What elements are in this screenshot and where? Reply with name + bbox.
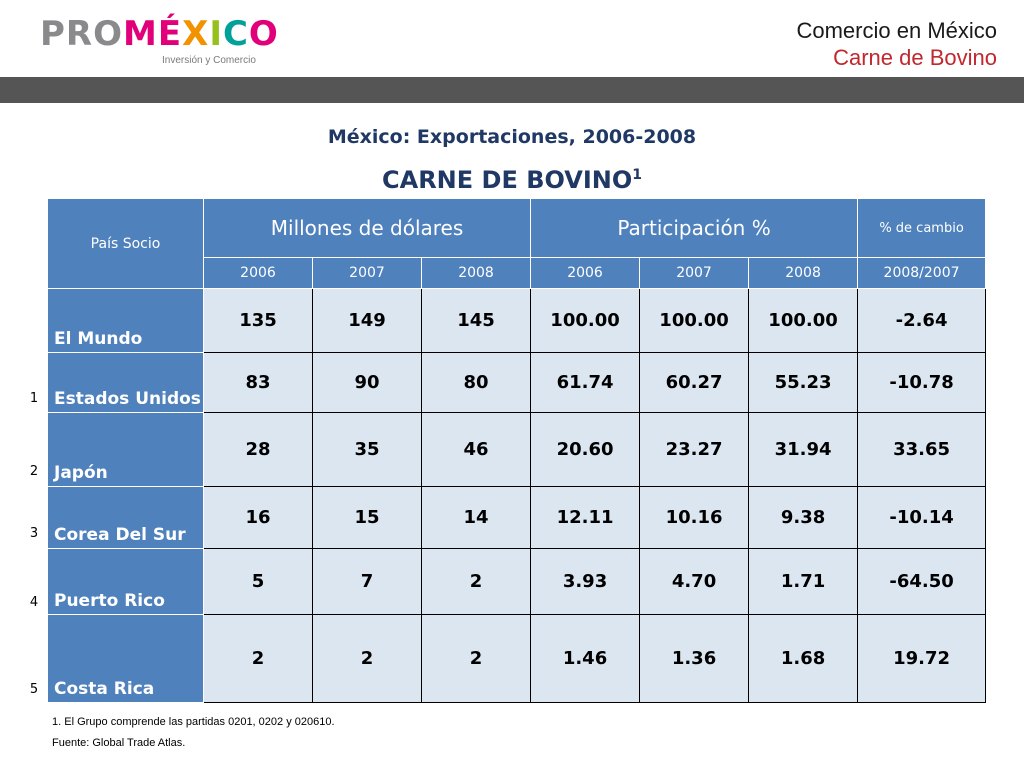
header-band	[0, 77, 1024, 103]
share-cell: 23.27	[639, 412, 750, 487]
header-change-group: % de cambio	[857, 198, 987, 258]
header-share-year: 2006	[530, 257, 641, 289]
usd-cell: 16	[203, 486, 313, 549]
change-cell: -2.64	[857, 288, 987, 353]
exports-table: País Socio Millones de dólares Participa…	[47, 198, 987, 703]
share-cell: 61.74	[530, 352, 641, 413]
usd-cell: 2	[312, 614, 422, 703]
header-change-period: 2008/2007	[857, 257, 987, 289]
document-title-text: CARNE DE BOVINO	[382, 166, 633, 194]
table-row: Estados Unidos 83 90 80 61.74 60.27 55.2…	[47, 352, 987, 413]
country-cell: Puerto Rico	[47, 548, 204, 615]
country-cell: Estados Unidos	[47, 352, 204, 413]
usd-cell: 149	[312, 288, 422, 353]
footnote: 1. El Grupo comprende las partidas 0201,…	[52, 716, 335, 728]
share-cell: 60.27	[639, 352, 750, 413]
usd-cell: 46	[420, 412, 532, 487]
rank-number: 2	[29, 464, 39, 479]
usd-cell: 2	[203, 614, 313, 703]
rank-number: 3	[29, 526, 39, 541]
header-share-year: 2007	[639, 257, 750, 289]
header-share-group: Participación %	[530, 198, 859, 258]
usd-cell: 90	[312, 352, 422, 413]
logo-wordmark: PROMÉXICO	[40, 14, 279, 54]
logo-letter: O	[248, 14, 279, 54]
usd-cell: 28	[203, 412, 313, 487]
country-cell: El Mundo	[47, 288, 204, 353]
usd-cell: 80	[420, 352, 532, 413]
header-usd-year: 2008	[420, 257, 532, 289]
logo-letter: C	[222, 14, 249, 54]
table-row: Corea Del Sur 16 15 14 12.11 10.16 9.38 …	[47, 486, 987, 549]
logo-letter: M	[123, 14, 158, 54]
document-title-footnote-marker: 1	[632, 167, 642, 183]
logo-pro-text: PRO	[40, 14, 124, 54]
change-cell: -10.78	[857, 352, 987, 413]
document-title: CARNE DE BOVINO1	[0, 166, 1024, 194]
usd-cell: 2	[420, 548, 532, 615]
document-subtitle: México: Exportaciones, 2006-2008	[327, 126, 697, 148]
rank-number: 4	[29, 595, 39, 610]
table-row: Costa Rica 2 2 2 1.46 1.36 1.68 19.72	[47, 614, 987, 703]
usd-cell: 14	[420, 486, 532, 549]
logo-letter: É	[157, 14, 183, 54]
header-usd-year: 2006	[203, 257, 313, 289]
header-usd-year: 2007	[312, 257, 422, 289]
change-cell: -10.14	[857, 486, 987, 549]
country-cell: Japón	[47, 412, 204, 487]
share-cell: 100.00	[748, 288, 859, 353]
change-cell: -64.50	[857, 548, 987, 615]
header-line-1: Comercio en México	[796, 18, 997, 43]
table-row: El Mundo 135 149 145 100.00 100.00 100.0…	[47, 288, 987, 353]
share-cell: 55.23	[748, 352, 859, 413]
share-cell: 9.38	[748, 486, 859, 549]
share-cell: 4.70	[639, 548, 750, 615]
usd-cell: 15	[312, 486, 422, 549]
country-cell: Costa Rica	[47, 614, 204, 703]
share-cell: 31.94	[748, 412, 859, 487]
rank-number: 1	[29, 391, 39, 406]
table-row: Puerto Rico 5 7 2 3.93 4.70 1.71 -64.50	[47, 548, 987, 615]
exports-table-wrap: País Socio Millones de dólares Participa…	[47, 198, 987, 703]
logo-mexico-text: MÉXICO	[123, 14, 279, 54]
table-header-row-2: 2006 2007 2008 2006 2007 2008 2008/2007	[48, 257, 987, 289]
country-cell: Corea Del Sur	[47, 486, 204, 549]
header-usd-group: Millones de dólares	[202, 198, 532, 258]
change-cell: 33.65	[857, 412, 987, 487]
table-row: Japón 28 35 46 20.60 23.27 31.94 33.65	[47, 412, 987, 487]
share-cell: 100.00	[530, 288, 641, 353]
usd-cell: 7	[312, 548, 422, 615]
share-cell: 10.16	[639, 486, 750, 549]
source-note: Fuente: Global Trade Atlas.	[52, 737, 186, 749]
logo-tagline: Inversión y Comercio	[162, 55, 256, 66]
share-cell: 3.93	[530, 548, 641, 615]
usd-cell: 5	[203, 548, 313, 615]
usd-cell: 35	[312, 412, 422, 487]
table-header-row-1: País Socio Millones de dólares Participa…	[47, 198, 987, 289]
logo-letter: X	[182, 14, 210, 54]
share-cell: 1.36	[639, 614, 750, 703]
share-cell: 12.11	[530, 486, 641, 549]
rank-number: 5	[29, 682, 39, 697]
header-title: Comercio en México Carne de Bovino	[796, 17, 997, 71]
usd-cell: 83	[203, 352, 313, 413]
header-share-year: 2008	[748, 257, 859, 289]
share-cell: 100.00	[639, 288, 750, 353]
usd-cell: 2	[420, 614, 532, 703]
logo-letter: I	[209, 14, 223, 54]
share-cell: 20.60	[530, 412, 641, 487]
promexico-logo: PROMÉXICO Inversión y Comercio	[40, 14, 280, 74]
header-partner: País Socio	[47, 198, 204, 289]
share-cell: 1.68	[748, 614, 859, 703]
share-cell: 1.46	[530, 614, 641, 703]
share-cell: 1.71	[748, 548, 859, 615]
change-cell: 19.72	[857, 614, 987, 703]
header-line-2: Carne de Bovino	[833, 45, 997, 70]
usd-cell: 135	[203, 288, 313, 353]
usd-cell: 145	[420, 288, 532, 353]
